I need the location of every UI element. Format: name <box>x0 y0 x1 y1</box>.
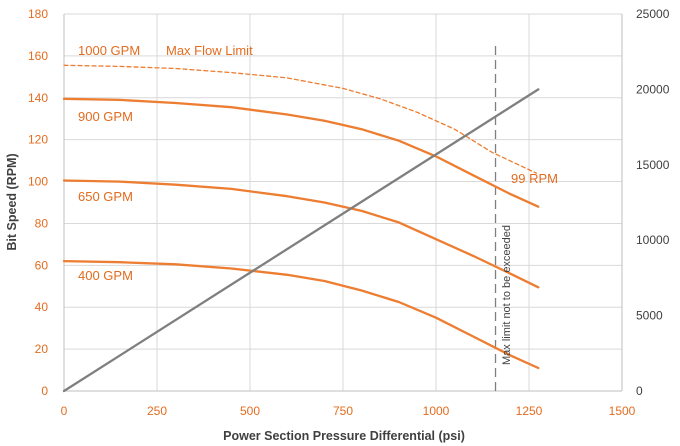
max-limit-label: Max limit not to be exceeded <box>501 225 513 365</box>
series-label-400-gpm: 400 GPM <box>78 268 133 283</box>
x-tick-label-3: 750 <box>333 404 353 418</box>
x-tick-label-0: 0 <box>61 404 68 418</box>
x-tick-label-4: 1000 <box>423 404 450 418</box>
y-tick-label-8: 160 <box>28 49 48 63</box>
series-line-900-gpm <box>62 97 540 208</box>
y2-tick-label-2: 10000 <box>636 233 670 247</box>
y-tick-label-2: 40 <box>35 300 49 314</box>
x-tick-label-6: 1500 <box>609 404 636 418</box>
end-rpm-label: 99 RPM <box>511 171 558 186</box>
y-tick-label-7: 140 <box>28 91 48 105</box>
series-line-650-gpm <box>62 179 540 289</box>
series-line-1000-gpm <box>63 64 538 174</box>
x-tick-label-1: 250 <box>147 404 167 418</box>
x-tick-label-5: 1250 <box>516 404 543 418</box>
max-flow-limit-label: Max Flow Limit <box>166 43 253 58</box>
series-label-650-gpm: 650 GPM <box>78 189 133 204</box>
y-tick-label-6: 120 <box>28 133 48 147</box>
axes <box>63 14 623 392</box>
y2-tick-label-5: 25000 <box>636 7 670 21</box>
y-tick-label-4: 80 <box>35 216 49 230</box>
y2-tick-label-0: 0 <box>636 384 643 398</box>
y-tick-label-3: 60 <box>35 258 49 272</box>
y2-tick-label-4: 20000 <box>636 82 670 96</box>
series-label-900-gpm: 900 GPM <box>78 109 133 124</box>
series-label-1000-gpm: 1000 GPM <box>78 43 140 58</box>
plot <box>62 46 540 393</box>
y-tick-label-0: 0 <box>41 384 48 398</box>
y-tick-label-1: 20 <box>35 342 49 356</box>
y-tick-label-9: 180 <box>28 7 48 21</box>
y2-tick-label-1: 5000 <box>636 309 663 323</box>
series-line-400-gpm <box>62 259 540 370</box>
x-axis-title: Power Section Pressure Differential (psi… <box>223 429 465 443</box>
y2-tick-label-3: 15000 <box>636 158 670 172</box>
torque-line <box>62 88 540 393</box>
grid <box>63 13 623 392</box>
ticks: 0204060801001201401601800500010000150002… <box>28 7 670 418</box>
y-axis-title: Bit Speed (RPM) <box>5 153 19 250</box>
y-tick-label-5: 100 <box>28 175 48 189</box>
x-tick-label-2: 500 <box>240 404 260 418</box>
